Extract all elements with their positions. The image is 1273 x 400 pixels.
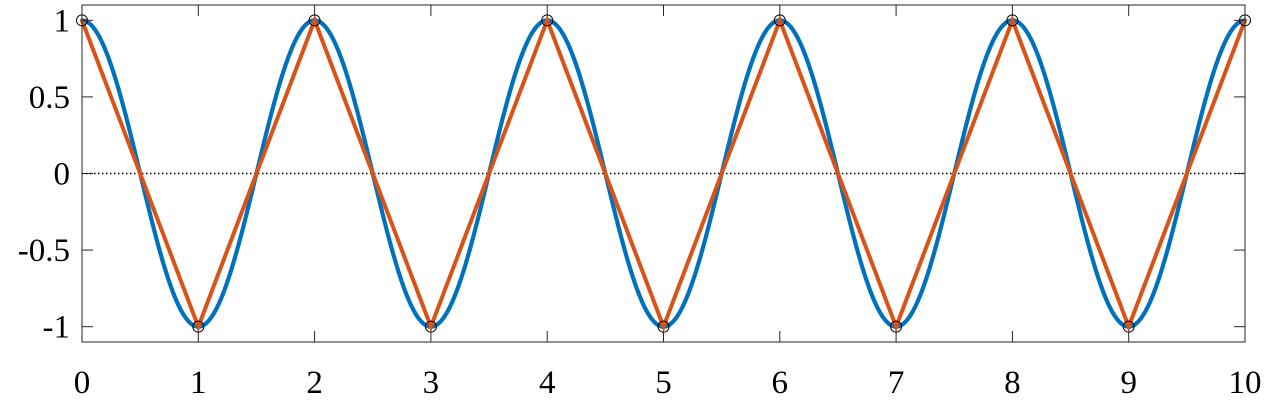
y-tick-label: 0: [54, 157, 71, 193]
x-tick-label: 10: [1229, 365, 1262, 400]
x-tick-label: 5: [655, 365, 672, 400]
x-tick-label: 0: [74, 365, 91, 400]
x-tick-label: 8: [1004, 365, 1021, 400]
series-2-line: [80, 14, 1247, 333]
y-tick-label: -1: [43, 310, 71, 346]
x-tick-label: 2: [306, 365, 323, 400]
y-tick-label: 1: [54, 3, 71, 39]
x-tick-label: 6: [772, 365, 789, 400]
x-tick-label: 9: [1120, 365, 1137, 400]
x-tick-label: 3: [423, 365, 440, 400]
x-tick-label: 1: [190, 365, 207, 400]
y-tick-label: -0.5: [18, 233, 70, 269]
x-tick-label: 4: [539, 365, 556, 400]
y-tick-label: 0.5: [29, 80, 70, 116]
x-tick-label: 7: [888, 365, 905, 400]
